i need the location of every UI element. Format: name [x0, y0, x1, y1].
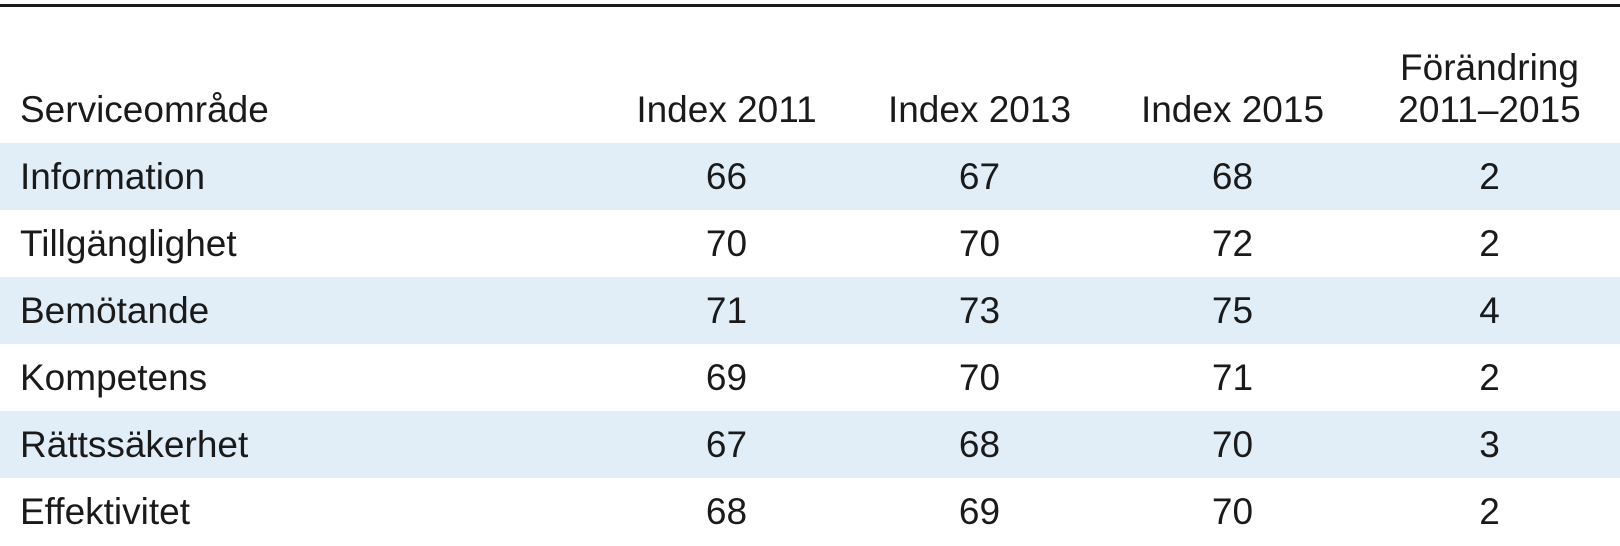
header-change-line2: 2011–2015 — [1398, 89, 1581, 130]
header-serviceomrade: Serviceområde — [20, 89, 269, 130]
cell-index-2011: 69 — [705, 357, 748, 398]
table-body: Information 66 67 68 2 Tillgänglighet 70… — [0, 143, 1620, 545]
cell-index-2013: 70 — [958, 357, 1001, 398]
header-change-text: Förändring 2011–2015 — [1398, 47, 1580, 131]
cell-index-2015: 70 — [1106, 411, 1359, 478]
cell-change: 2 — [1479, 357, 1500, 398]
cell-index-2015: 68 — [1106, 143, 1359, 210]
cell-index-2013: 73 — [853, 277, 1106, 344]
cell-index-2015: 72 — [1211, 223, 1254, 264]
cell-index-2013: 70 — [958, 223, 1001, 264]
service-index-table: Serviceområde Index 2011 Index 2013 Inde… — [0, 7, 1620, 545]
table-row: Effektivitet 68 69 70 2 — [0, 478, 1620, 545]
header-index-2015: Index 2015 — [1140, 89, 1325, 130]
table-row: Information 66 67 68 2 — [0, 143, 1620, 210]
top-rule — [0, 4, 1620, 7]
cell-change: 4 — [1359, 277, 1620, 344]
cell-change: 2 — [1479, 491, 1500, 532]
cell-index-2015: 70 — [1211, 491, 1254, 532]
header-row: Serviceområde Index 2011 Index 2013 Inde… — [0, 7, 1620, 143]
cell-change: 3 — [1359, 411, 1620, 478]
cell-index-2011: 67 — [600, 411, 853, 478]
cell-index-2011: 70 — [705, 223, 748, 264]
row-label: Tillgänglighet — [20, 223, 237, 264]
table-header: Serviceområde Index 2011 Index 2013 Inde… — [0, 7, 1620, 143]
cell-index-2013: 68 — [853, 411, 1106, 478]
cell-index-2011: 68 — [705, 491, 748, 532]
header-change-line1: Förändring — [1400, 47, 1579, 88]
row-label: Kompetens — [20, 357, 208, 398]
row-label: Bemötande — [0, 277, 600, 344]
cell-change: 2 — [1359, 143, 1620, 210]
header-index-2013: Index 2013 — [887, 89, 1072, 130]
table-row: Tillgänglighet 70 70 72 2 — [0, 210, 1620, 277]
header-change: Förändring 2011–2015 — [1359, 7, 1620, 143]
row-label: Effektivitet — [20, 491, 191, 532]
table-row: Rättssäkerhet 67 68 70 3 — [0, 411, 1620, 478]
row-label: Information — [0, 143, 600, 210]
cell-index-2011: 71 — [600, 277, 853, 344]
header-index-2011: Index 2011 — [636, 89, 817, 130]
cell-index-2015: 75 — [1106, 277, 1359, 344]
cell-change: 2 — [1479, 223, 1500, 264]
row-label: Rättssäkerhet — [0, 411, 600, 478]
cell-index-2013: 67 — [853, 143, 1106, 210]
cell-index-2015: 71 — [1211, 357, 1254, 398]
table-row: Bemötande 71 73 75 4 — [0, 277, 1620, 344]
cell-index-2011: 66 — [600, 143, 853, 210]
table-row: Kompetens 69 70 71 2 — [0, 344, 1620, 411]
cell-index-2013: 69 — [958, 491, 1001, 532]
